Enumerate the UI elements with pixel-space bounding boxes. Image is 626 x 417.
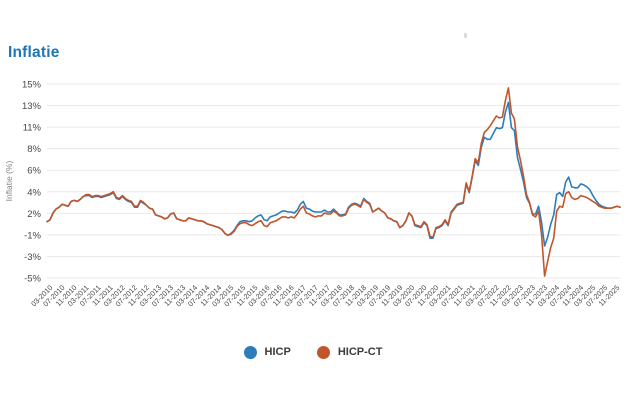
legend-item-hicp-ct[interactable]: HICP-CT — [316, 345, 383, 359]
y-tick-label: -3% — [24, 252, 41, 263]
hicp-legend-label: HICP — [264, 346, 291, 358]
y-tick-label: -1% — [24, 230, 41, 241]
y-tick-label: 4% — [27, 187, 41, 198]
y-tick-label: 6% — [27, 166, 41, 177]
legend-item-hicp[interactable]: HICP — [243, 345, 291, 359]
plot-area: 15% 13% 11% 8% 6% 4% 2% -1% -3% -5% Inflatie (%) 03… — [4, 80, 621, 309]
hicp-legend-dot-icon — [243, 345, 257, 359]
hicp-ct-legend-dot-icon — [316, 345, 330, 359]
series-line-hicp-ct — [46, 87, 621, 277]
y-tick-label: 8% — [27, 144, 41, 155]
inflation-line-chart: 15%13%11%8%6%4%2%-1%-3%-5%Inflatie (%)03… — [4, 80, 621, 309]
y-tick-label: 15% — [22, 80, 42, 91]
y-axis-title: Inflatie (%) — [4, 161, 14, 202]
y-tick-label: 13% — [22, 101, 42, 112]
chart-title: Inflatie — [8, 44, 60, 61]
y-tick-label: 2% — [27, 209, 41, 220]
series-line-hicp — [46, 101, 621, 247]
legend: HICP HICP-CT — [0, 341, 626, 363]
y-tick-label: 11% — [23, 123, 42, 134]
hicp-ct-legend-label: HICP-CT — [337, 346, 383, 358]
y-tick-label: -5% — [24, 274, 41, 285]
speck — [464, 33, 467, 38]
